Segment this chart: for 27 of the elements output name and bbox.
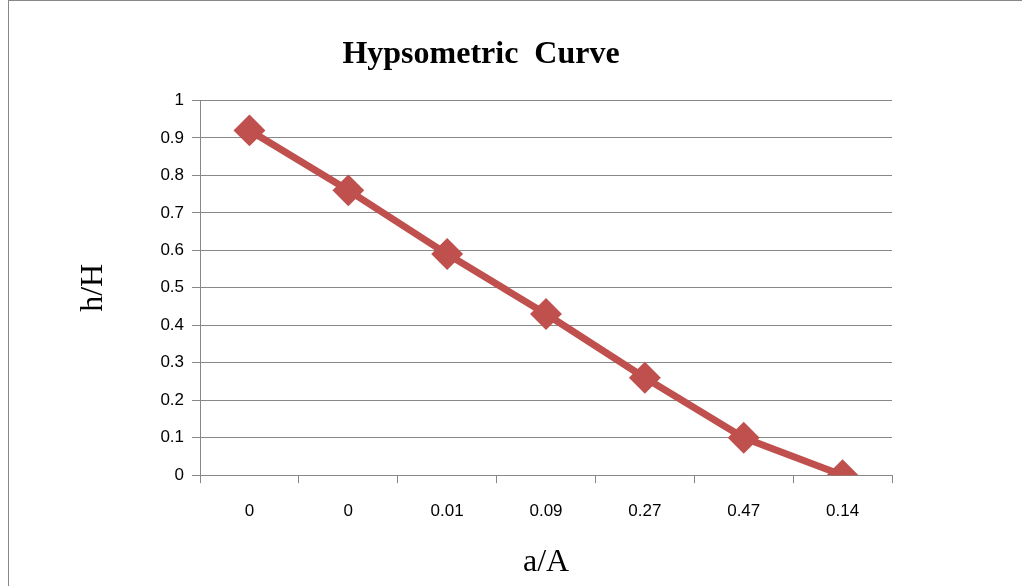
x-tick-label: 0.09 (529, 501, 563, 521)
point (729, 423, 759, 453)
y-tick-label: 0.3 (160, 352, 185, 372)
x-tick-label: 0.01 (430, 501, 464, 521)
y-tick-label: 0.7 (160, 202, 185, 222)
point (630, 363, 660, 393)
x-tick-label: 0 (343, 501, 354, 521)
y-axis-title: h/H (72, 263, 109, 312)
point (333, 175, 363, 205)
x-tick-label: 0.14 (826, 501, 860, 521)
y-tick-label: 0.1 (160, 427, 185, 447)
y-tick-label: 0.9 (160, 127, 185, 147)
x-tick-label: 0.27 (628, 501, 662, 521)
y-tick-label: 0.6 (160, 240, 185, 260)
y-tick-label: 0 (174, 464, 185, 484)
x-tick-label: 0 (244, 501, 255, 521)
y-tick-label: 1 (174, 90, 185, 110)
y-tick-label: 0.8 (160, 165, 185, 185)
y-tick-label: 0.4 (160, 314, 185, 334)
x-tick-label: 0.47 (727, 501, 761, 521)
point (432, 239, 462, 269)
point (531, 299, 561, 329)
y-tick-label: 0.2 (160, 389, 185, 409)
x-axis-title: a/A (522, 542, 570, 579)
point (234, 115, 264, 145)
y-tick-label: 0.5 (160, 277, 185, 297)
chart-title: Hypsometric Curve (342, 34, 620, 71)
